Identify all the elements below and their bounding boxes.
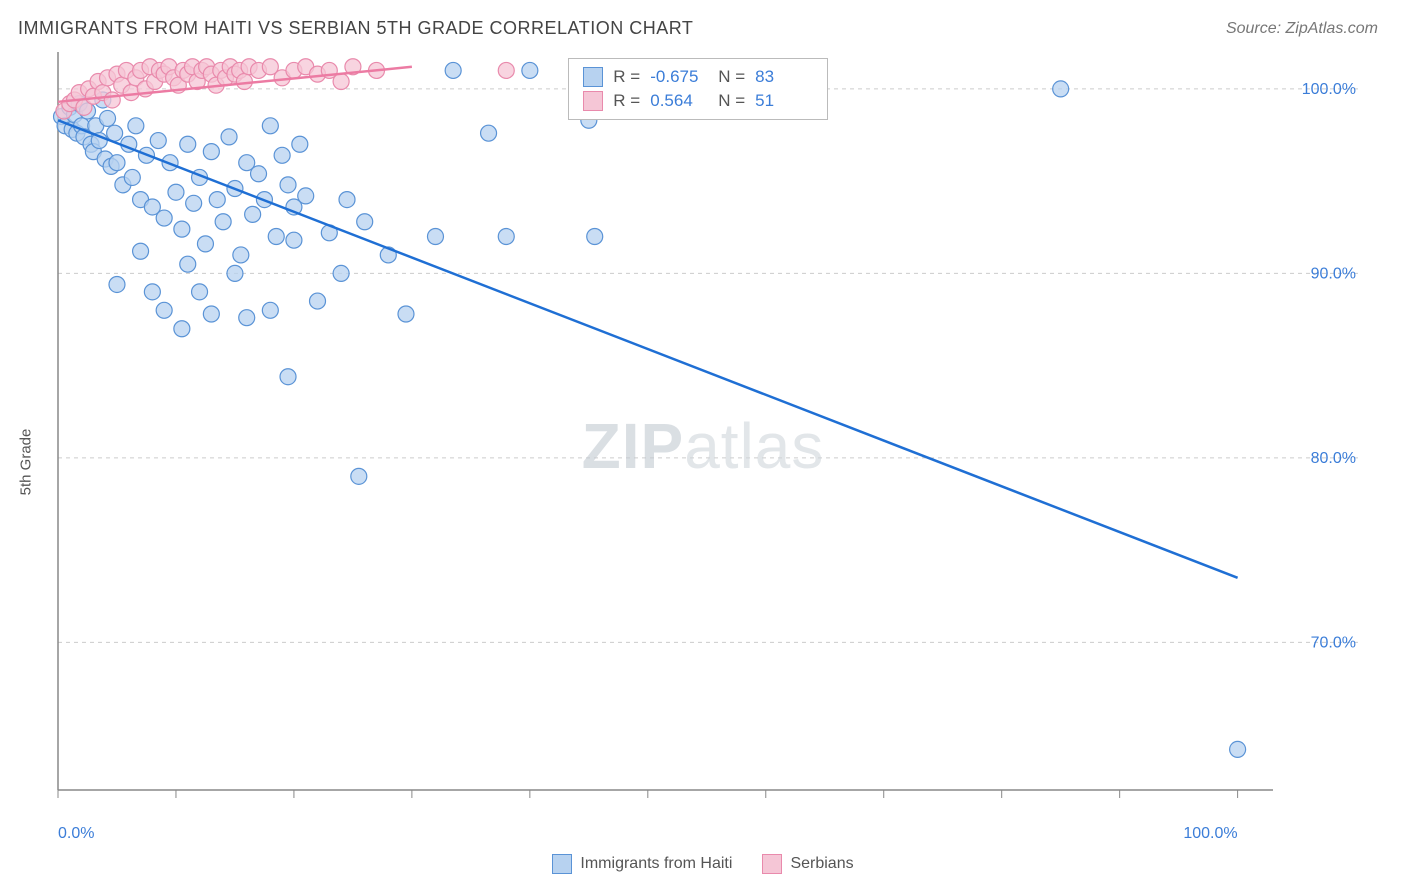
legend-swatch (762, 854, 782, 874)
series-name: Serbians (790, 855, 853, 873)
svg-text:100.0%: 100.0% (1302, 81, 1356, 98)
svg-text:100.0%: 100.0% (1183, 825, 1237, 840)
chart-area: 5th Grade 70.0% 80.0% 90.0% 100.0% 0.0% 100.0… (18, 50, 1388, 874)
legend-swatch (583, 67, 603, 87)
series-legend-item: Serbians (762, 854, 853, 874)
legend-row: R = -0.675N = 83 (583, 65, 813, 89)
series-name: Immigrants from Haiti (580, 855, 732, 873)
svg-text:90.0%: 90.0% (1311, 265, 1356, 282)
chart-title: IMMIGRANTS FROM HAITI VS SERBIAN 5TH GRA… (18, 18, 693, 39)
legend-swatch (583, 91, 603, 111)
svg-text:80.0%: 80.0% (1311, 450, 1356, 467)
svg-text:70.0%: 70.0% (1311, 634, 1356, 651)
legend-swatch (552, 854, 572, 874)
svg-text:0.0%: 0.0% (58, 825, 94, 840)
scatter-chart: 70.0% 80.0% 90.0% 100.0% 0.0% 100.0% (18, 50, 1358, 840)
series-legend: Immigrants from Haiti Serbians (18, 854, 1388, 874)
correlation-legend: R = -0.675N = 83R = 0.564N = 51 (568, 58, 828, 120)
y-axis-label: 5th Grade (18, 429, 35, 496)
source-label: Source: ZipAtlas.com (1226, 20, 1378, 38)
series-legend-item: Immigrants from Haiti (552, 854, 732, 874)
legend-row: R = 0.564N = 51 (583, 89, 813, 113)
